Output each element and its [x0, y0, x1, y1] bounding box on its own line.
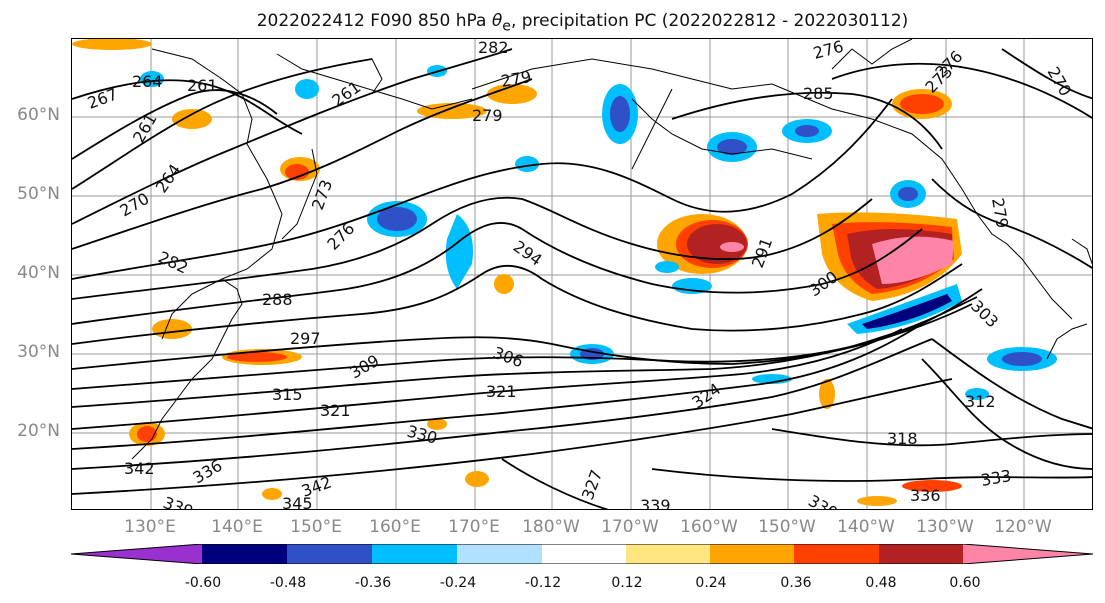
- colorbar-segment: [879, 544, 963, 564]
- lon-label: 160°E: [369, 517, 421, 537]
- colorbar-segment: [287, 544, 372, 564]
- lon-label: 150°W: [758, 517, 816, 537]
- map-panel: 267 264 261 261 264 270 273 276 282 288 …: [71, 38, 1093, 510]
- contour-label: 309: [347, 351, 383, 383]
- lat-label: 40°N: [17, 263, 60, 283]
- contour-label: 327: [578, 467, 606, 502]
- contour-label: 315: [272, 385, 303, 404]
- colorbar-segment: [710, 544, 794, 564]
- lon-label: 170°E: [448, 517, 500, 537]
- colorbar-tick-label: 0.36: [780, 575, 812, 591]
- lon-label: 180°W: [522, 517, 580, 537]
- contour-label: 294: [510, 237, 546, 270]
- map-title: 2022022412 F090 850 hPa θe, precipitatio…: [256, 11, 909, 35]
- contour-label: 339: [161, 493, 196, 510]
- contour-label: 276: [811, 39, 845, 63]
- lon-label: 140°W: [837, 517, 895, 537]
- contour-label: 342: [299, 472, 334, 500]
- colorbar-segment: [202, 544, 287, 564]
- colorbar-segment: [71, 544, 202, 564]
- colorbar-tick-label: -0.48: [269, 575, 307, 591]
- contour-label: 264: [152, 160, 185, 196]
- lat-label: 50°N: [17, 184, 60, 204]
- colorbar-segment: [457, 544, 542, 564]
- contour-label: 330: [805, 491, 841, 510]
- contour-label: 339: [640, 496, 671, 510]
- contour-label: 297: [290, 329, 321, 348]
- contour-label: 303: [967, 296, 1002, 331]
- contour-label: 321: [320, 401, 351, 420]
- colorbar-tick-label: 0.60: [949, 575, 981, 591]
- colorbar-segment: [963, 544, 1093, 564]
- contour-label: 333: [979, 466, 1012, 490]
- lon-label: 130°W: [916, 517, 974, 537]
- contour-label: 336: [910, 486, 941, 505]
- contour-label: 264: [132, 72, 163, 91]
- contour-label: 273: [308, 177, 336, 212]
- colorbar: [71, 544, 1093, 564]
- lon-label: 160°W: [680, 517, 738, 537]
- colorbar-tick-label: 0.48: [865, 575, 897, 591]
- contour-labels: 267 264 261 261 264 270 273 276 282 288 …: [85, 39, 1075, 510]
- lon-label: 120°W: [994, 517, 1052, 537]
- colorbar-segment: [626, 544, 710, 564]
- lat-label: 20°N: [17, 421, 60, 441]
- lon-label: 170°W: [601, 517, 659, 537]
- lat-label: 30°N: [17, 342, 60, 362]
- theta-e-contours: [72, 48, 1092, 509]
- lon-label: 150°E: [290, 517, 342, 537]
- contour-label: 321: [486, 382, 517, 401]
- contour-label: 291: [748, 235, 776, 270]
- colorbar-tick-label: -0.12: [524, 575, 562, 591]
- map-canvas: 267 264 261 261 264 270 273 276 282 288 …: [72, 39, 1092, 510]
- colorbar-segment: [372, 544, 457, 564]
- colorbar-tick-label: -0.60: [184, 575, 222, 591]
- contour-label: 345: [282, 494, 313, 510]
- contour-label: 312: [965, 392, 996, 411]
- colorbar-tick-label: 0.24: [695, 575, 727, 591]
- colorbar-segment: [794, 544, 879, 564]
- lat-label: 60°N: [17, 105, 60, 125]
- contour-label: 270: [117, 189, 153, 221]
- contour-label: 285: [803, 84, 834, 103]
- contour-label: 276: [323, 219, 358, 254]
- contour-label: 318: [887, 429, 918, 448]
- contour-label: 288: [262, 290, 293, 309]
- contour-label: 342: [124, 459, 155, 478]
- colorbar-tick-label: -0.24: [439, 575, 477, 591]
- contour-label: 306: [491, 343, 526, 371]
- contour-label: 279: [472, 106, 503, 125]
- contour-label: 261: [129, 110, 161, 146]
- colorbar-tick-label: 0.12: [611, 575, 643, 591]
- lon-label: 130°E: [124, 517, 176, 537]
- contour-label: 267: [85, 84, 120, 112]
- contour-label: 324: [688, 379, 724, 412]
- colorbar-tick-label: -0.36: [354, 575, 392, 591]
- contour-label: 282: [478, 39, 509, 57]
- lon-label: 140°E: [211, 517, 263, 537]
- contour-label: 261: [328, 77, 364, 110]
- contour-label: 279: [988, 196, 1012, 229]
- contour-label: 261: [187, 76, 218, 95]
- contour-label: 282: [155, 247, 191, 277]
- precip-shading: [72, 39, 1057, 506]
- colorbar-segment: [542, 544, 626, 564]
